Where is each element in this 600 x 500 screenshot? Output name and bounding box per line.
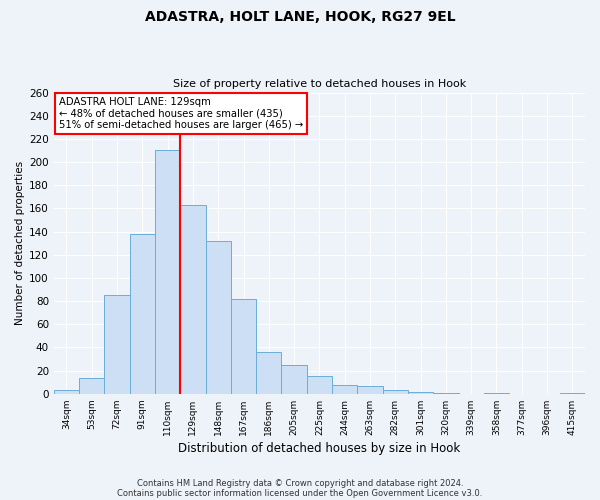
Bar: [281, 365, 307, 394]
Bar: [383, 390, 408, 394]
Text: Contains HM Land Registry data © Crown copyright and database right 2024.: Contains HM Land Registry data © Crown c…: [137, 478, 463, 488]
Bar: [560, 392, 585, 394]
Bar: [104, 296, 130, 394]
Bar: [79, 378, 104, 394]
Bar: [130, 234, 155, 394]
Bar: [180, 205, 206, 394]
Title: Size of property relative to detached houses in Hook: Size of property relative to detached ho…: [173, 79, 466, 89]
Bar: [54, 390, 79, 394]
Y-axis label: Number of detached properties: Number of detached properties: [15, 161, 25, 325]
Bar: [231, 299, 256, 394]
Text: Contains public sector information licensed under the Open Government Licence v3: Contains public sector information licen…: [118, 488, 482, 498]
Text: ADASTRA, HOLT LANE, HOOK, RG27 9EL: ADASTRA, HOLT LANE, HOOK, RG27 9EL: [145, 10, 455, 24]
Bar: [484, 392, 509, 394]
Bar: [155, 150, 180, 394]
Bar: [206, 241, 231, 394]
Text: ADASTRA HOLT LANE: 129sqm
← 48% of detached houses are smaller (435)
51% of semi: ADASTRA HOLT LANE: 129sqm ← 48% of detac…: [59, 97, 304, 130]
Bar: [408, 392, 433, 394]
X-axis label: Distribution of detached houses by size in Hook: Distribution of detached houses by size …: [178, 442, 461, 455]
Bar: [433, 392, 458, 394]
Bar: [307, 376, 332, 394]
Bar: [256, 352, 281, 394]
Bar: [358, 386, 383, 394]
Bar: [332, 384, 358, 394]
